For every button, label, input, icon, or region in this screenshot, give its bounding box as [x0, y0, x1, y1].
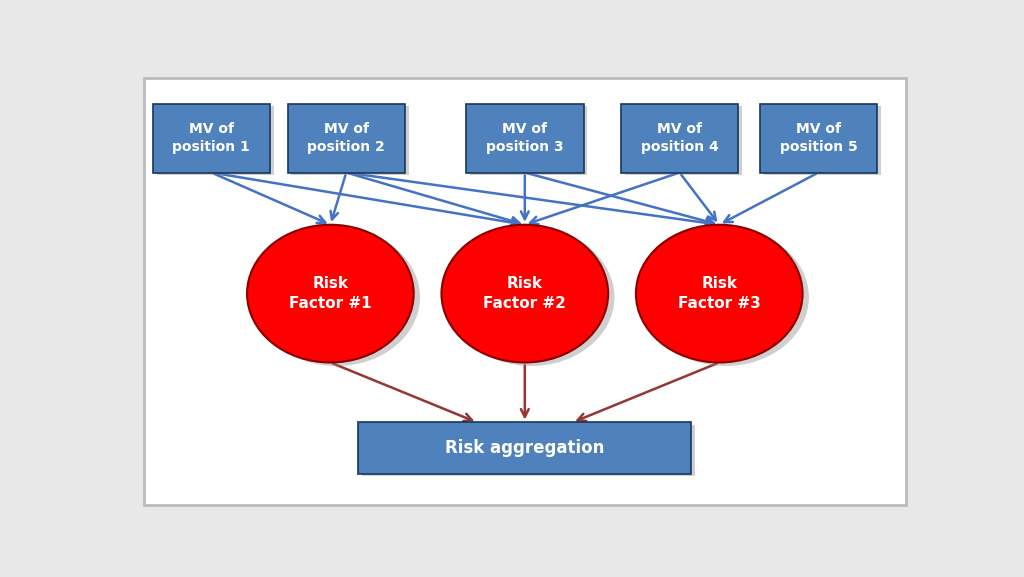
- Text: Risk
Factor #1: Risk Factor #1: [289, 276, 372, 311]
- FancyBboxPatch shape: [764, 106, 881, 175]
- FancyBboxPatch shape: [466, 104, 584, 173]
- FancyBboxPatch shape: [288, 104, 404, 173]
- Text: Risk aggregation: Risk aggregation: [445, 439, 604, 457]
- FancyBboxPatch shape: [157, 106, 274, 175]
- FancyBboxPatch shape: [358, 422, 691, 474]
- FancyBboxPatch shape: [153, 104, 270, 173]
- FancyBboxPatch shape: [625, 106, 742, 175]
- FancyBboxPatch shape: [621, 104, 738, 173]
- Ellipse shape: [636, 224, 803, 362]
- Ellipse shape: [447, 228, 614, 366]
- Text: MV of
position 2: MV of position 2: [307, 122, 385, 154]
- Text: MV of
position 5: MV of position 5: [779, 122, 857, 154]
- Text: MV of
position 3: MV of position 3: [486, 122, 563, 154]
- Ellipse shape: [642, 228, 809, 366]
- FancyBboxPatch shape: [143, 78, 905, 505]
- FancyBboxPatch shape: [470, 106, 588, 175]
- FancyBboxPatch shape: [292, 106, 409, 175]
- FancyBboxPatch shape: [362, 425, 695, 476]
- Text: Risk
Factor #2: Risk Factor #2: [483, 276, 566, 311]
- Ellipse shape: [253, 228, 420, 366]
- Ellipse shape: [441, 224, 608, 362]
- Text: MV of
position 4: MV of position 4: [641, 122, 719, 154]
- Text: Risk
Factor #3: Risk Factor #3: [678, 276, 761, 311]
- FancyBboxPatch shape: [760, 104, 878, 173]
- Ellipse shape: [247, 224, 414, 362]
- Text: MV of
position 1: MV of position 1: [172, 122, 250, 154]
